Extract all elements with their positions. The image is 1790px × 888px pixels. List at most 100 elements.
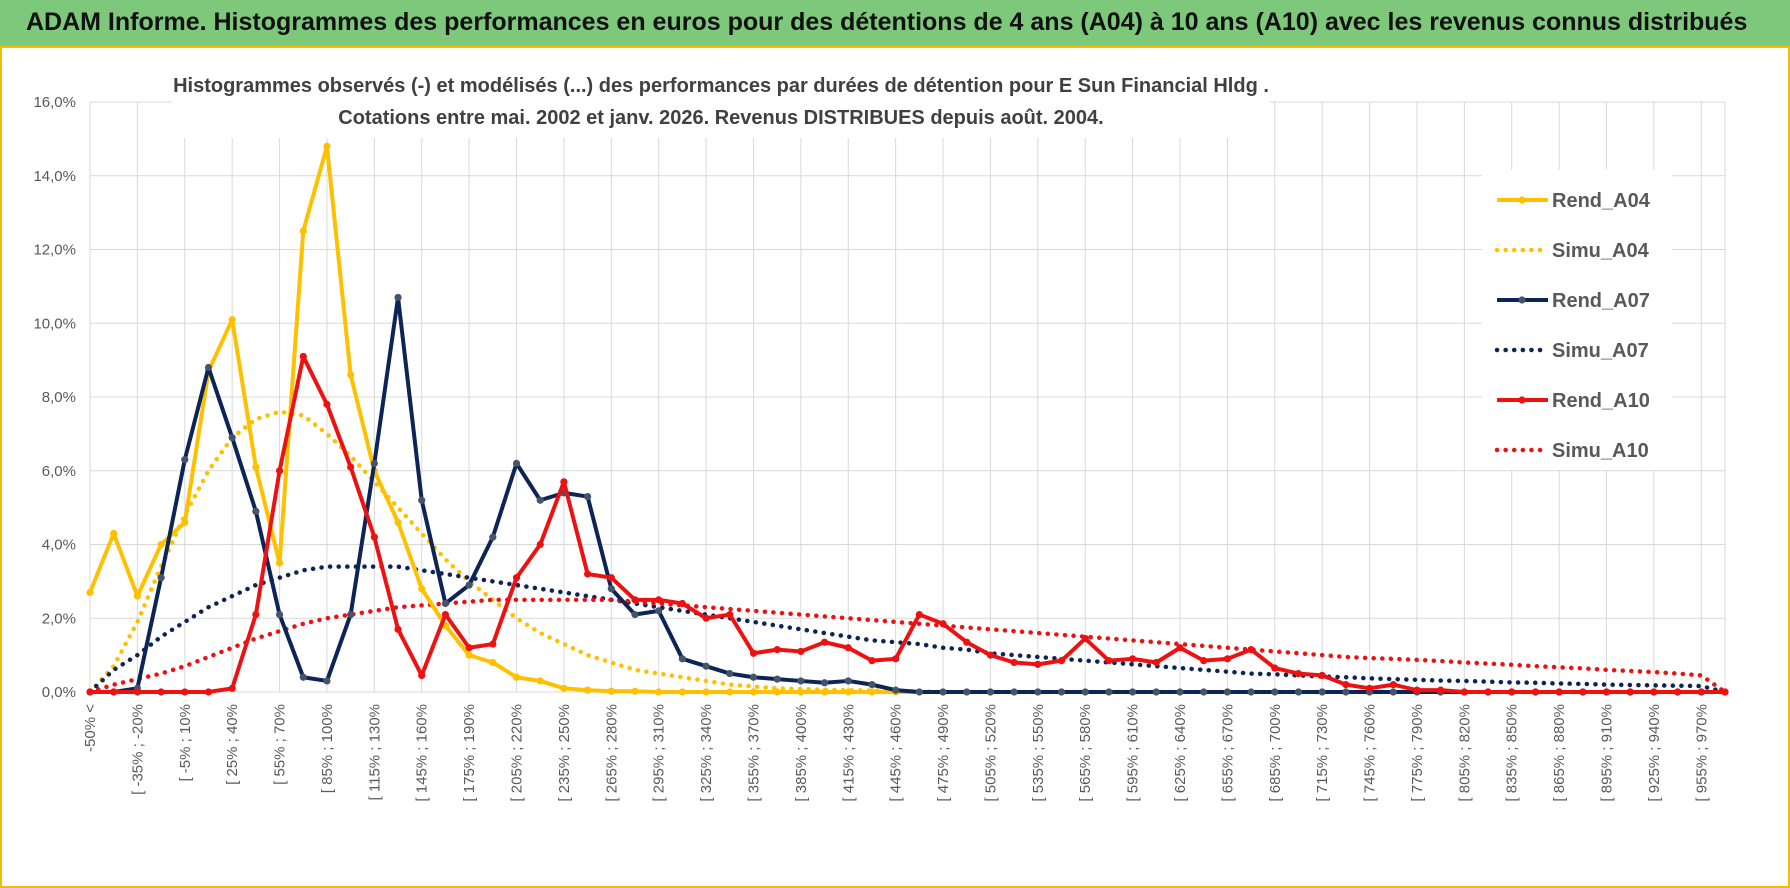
data-point bbox=[1484, 688, 1492, 696]
data-point bbox=[370, 533, 378, 541]
data-point bbox=[749, 673, 758, 681]
data-point bbox=[915, 610, 923, 619]
chart-grid bbox=[89, 101, 1726, 693]
data-point bbox=[1105, 688, 1113, 696]
data-point bbox=[560, 478, 568, 486]
data-point bbox=[1223, 655, 1231, 663]
series-Simu_A07 bbox=[87, 564, 1728, 695]
y-tick-label: 2,0% bbox=[42, 610, 76, 627]
data-point bbox=[489, 533, 497, 541]
data-point bbox=[299, 227, 307, 235]
x-tick-label: [ 925% ; 940% bbox=[1646, 704, 1663, 802]
y-tick-label: 10,0% bbox=[33, 315, 76, 332]
data-point bbox=[560, 684, 568, 692]
data-point bbox=[252, 610, 260, 619]
data-point bbox=[1057, 688, 1066, 696]
data-point bbox=[299, 673, 307, 681]
legend-item-Simu_A07: Simu_A07 bbox=[1494, 340, 1649, 362]
data-point bbox=[441, 610, 450, 619]
x-tick-label: [ 625% ; 640% bbox=[1172, 704, 1189, 802]
data-point bbox=[939, 620, 947, 628]
data-point bbox=[228, 315, 236, 324]
data-point bbox=[110, 688, 118, 696]
legend-label: Simu_A10 bbox=[1552, 440, 1649, 462]
data-point bbox=[489, 658, 497, 667]
chart-title-line2: Cotations entre mai. 2002 et janv. 2026.… bbox=[338, 107, 1103, 129]
legend-item-Simu_A04: Simu_A04 bbox=[1494, 240, 1650, 262]
data-point bbox=[1555, 688, 1563, 696]
data-point bbox=[986, 651, 995, 659]
data-point bbox=[1674, 688, 1682, 696]
y-tick-label: 12,0% bbox=[33, 242, 76, 259]
x-tick-label: [ 265% ; 280% bbox=[603, 704, 620, 802]
y-axis-ticks: 0,0% 2,0% 4,0% 6,0% 8,0% 10,0% 12,0% 14,0% 16,0% bbox=[33, 94, 76, 701]
data-point bbox=[607, 687, 615, 695]
y-tick-label: 16,0% bbox=[33, 94, 76, 111]
data-point bbox=[1365, 684, 1374, 692]
legend-label: Simu_A04 bbox=[1552, 240, 1650, 262]
data-point bbox=[204, 363, 213, 372]
data-point bbox=[749, 649, 758, 657]
x-tick-label: [ 415% ; 430% bbox=[840, 704, 857, 802]
x-tick-label: [ 565% ; 580% bbox=[1077, 704, 1094, 802]
data-point bbox=[1389, 681, 1397, 689]
chart-title-line1: Histogrammes observés (-) et modélisés (… bbox=[173, 75, 1269, 97]
data-point bbox=[157, 688, 165, 696]
data-point bbox=[275, 467, 284, 475]
data-point bbox=[1105, 657, 1113, 665]
data-point bbox=[1176, 644, 1184, 652]
data-point bbox=[1152, 658, 1160, 667]
data-point bbox=[133, 688, 141, 696]
chart-legend: Rend_A04 Simu_A04 Rend_A07 Simu_A07 Rend_A10… bbox=[1494, 190, 1651, 462]
data-point bbox=[133, 592, 141, 600]
data-point bbox=[939, 688, 947, 696]
data-point bbox=[1531, 688, 1540, 696]
x-tick-label: [ 355% ; 370% bbox=[745, 704, 762, 802]
legend-marker bbox=[1518, 396, 1526, 404]
data-point bbox=[773, 645, 781, 654]
series-line bbox=[87, 564, 1728, 695]
chart-title-background bbox=[172, 66, 1270, 138]
data-point bbox=[1342, 688, 1350, 696]
legend-marker bbox=[1518, 196, 1526, 204]
data-point bbox=[157, 540, 165, 549]
data-point bbox=[323, 400, 331, 408]
series-line bbox=[90, 354, 1725, 694]
data-point bbox=[1318, 671, 1326, 680]
data-point bbox=[773, 675, 781, 683]
legend-item-Rend_A10: Rend_A10 bbox=[1497, 390, 1650, 412]
x-tick-label: [ 475% ; 490% bbox=[935, 704, 952, 802]
series-line bbox=[88, 144, 1725, 694]
legend-label: Simu_A07 bbox=[1552, 340, 1649, 362]
data-point bbox=[726, 669, 734, 678]
data-point bbox=[584, 492, 592, 501]
chart-series bbox=[86, 142, 1729, 696]
data-point bbox=[1342, 681, 1350, 689]
data-point bbox=[86, 688, 94, 696]
data-point bbox=[1413, 686, 1421, 694]
data-point bbox=[465, 581, 473, 589]
data-point bbox=[631, 687, 639, 695]
legend-item-Rend_A07: Rend_A07 bbox=[1497, 290, 1650, 312]
data-point bbox=[489, 640, 497, 648]
data-point bbox=[1294, 669, 1303, 678]
legend-marker bbox=[1518, 296, 1526, 304]
data-point bbox=[655, 596, 663, 604]
data-point bbox=[655, 607, 663, 615]
data-point bbox=[1318, 688, 1326, 696]
data-point bbox=[299, 352, 307, 361]
x-tick-label: [ 715% ; 730% bbox=[1314, 704, 1331, 802]
x-tick-label: [ 865% ; 880% bbox=[1551, 704, 1568, 802]
page-title: ADAM Informe. Histogrammes des performan… bbox=[26, 8, 1748, 36]
x-tick-label: [ 775% ; 790% bbox=[1409, 704, 1426, 802]
legend-label: Rend_A07 bbox=[1552, 290, 1650, 312]
series-Simu_A04 bbox=[87, 409, 1728, 695]
x-tick-label: [ 205% ; 220% bbox=[509, 704, 526, 802]
x-tick-label: [ 835% ; 850% bbox=[1504, 704, 1521, 802]
data-point bbox=[986, 688, 995, 696]
data-point bbox=[418, 585, 426, 593]
data-point bbox=[323, 677, 331, 685]
data-point bbox=[797, 688, 805, 696]
data-point bbox=[631, 596, 639, 604]
